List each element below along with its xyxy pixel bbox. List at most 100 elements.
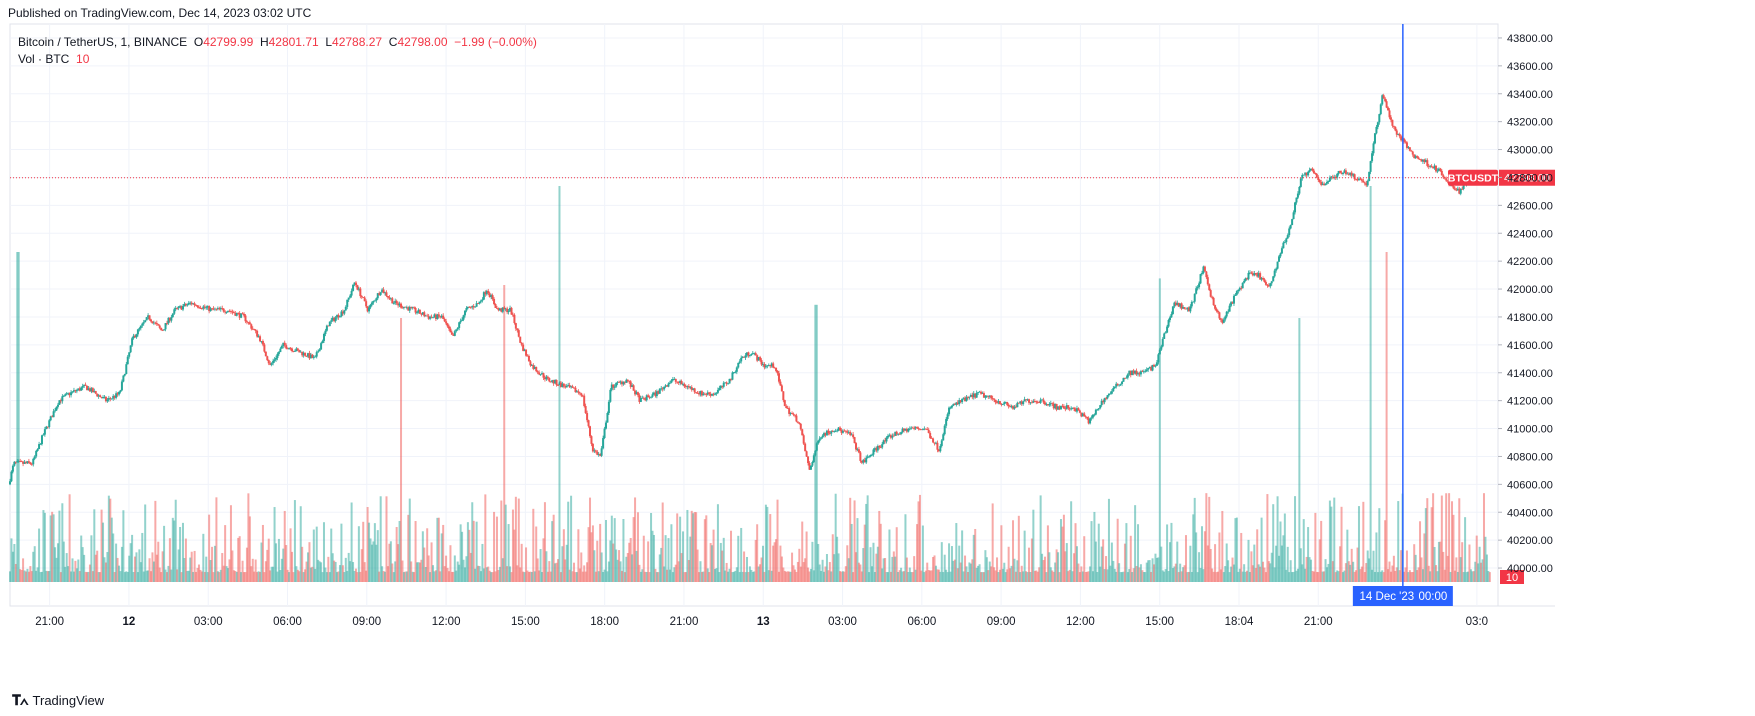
volume-bar [370, 544, 373, 582]
volume-bar [1464, 517, 1467, 582]
candle-body [363, 297, 366, 302]
candle-body [1343, 170, 1346, 173]
candle-body [421, 312, 424, 315]
volume-bar [1270, 552, 1273, 582]
candle-body [932, 438, 935, 443]
volume-bar [1122, 571, 1125, 582]
candle-body [1395, 130, 1398, 135]
candle-body [301, 351, 304, 356]
volume-bar [445, 555, 448, 582]
volume-bar [196, 567, 199, 582]
candle-body [1141, 371, 1144, 372]
volume-bar [535, 526, 538, 582]
candle-body [519, 336, 522, 343]
candle-body [1048, 404, 1051, 406]
volume-bar [318, 561, 321, 582]
candle-body [407, 307, 410, 311]
candle-body [1231, 302, 1234, 304]
candle-body [852, 434, 855, 438]
candle-body [982, 393, 985, 398]
volume-bar [411, 571, 414, 582]
candle-body [639, 397, 642, 402]
volume-bar [1334, 572, 1337, 582]
candle-body [292, 351, 295, 352]
candle-body [1282, 242, 1285, 249]
candle-body [1446, 180, 1449, 182]
candle-body [131, 338, 134, 346]
candle-body [1436, 170, 1439, 172]
candle-body [760, 360, 763, 365]
candle-body [741, 356, 744, 358]
volume-bar [641, 569, 644, 582]
volume-bar [291, 551, 294, 582]
candle-body [144, 320, 147, 323]
volume-bar [895, 527, 898, 582]
volume-bar [120, 546, 123, 582]
volume-bar [434, 570, 437, 582]
volume-bar [805, 531, 808, 582]
candle-body [1260, 278, 1263, 280]
volume-bar [160, 572, 163, 582]
volume-bar [260, 542, 263, 582]
candle-body [253, 328, 256, 330]
volume-bar [1113, 568, 1116, 582]
candle-body [1360, 179, 1363, 181]
candle-body [67, 393, 70, 395]
volume-bar [1225, 543, 1228, 582]
candle-body [770, 363, 773, 367]
candle-body [808, 463, 811, 470]
volume-bar [763, 571, 766, 582]
candle-body [586, 413, 589, 421]
candle-body [283, 342, 286, 346]
candle-body [1013, 406, 1016, 409]
candle-body [386, 296, 389, 298]
candle-body [683, 384, 686, 387]
candle-body [93, 391, 96, 393]
candle-body [1324, 183, 1327, 186]
candle-body [549, 381, 552, 383]
candle-body [843, 430, 846, 432]
candle-body [1026, 399, 1029, 401]
candle-body [1116, 383, 1119, 385]
volume-bar [430, 542, 433, 582]
volume-bar [1154, 553, 1157, 582]
volume-bar [932, 557, 935, 582]
price-tick-label: 40000.00 [1507, 563, 1553, 575]
volume-bar [998, 569, 1001, 582]
candle-body [1435, 165, 1438, 172]
candle-body [272, 360, 275, 364]
volume-bar [174, 499, 177, 582]
volume-bar [497, 570, 500, 582]
volume-bar [36, 567, 39, 582]
volume-bar [1169, 542, 1172, 582]
volume-bar [536, 558, 539, 582]
volume-bar [141, 532, 144, 582]
candle-body [33, 456, 36, 459]
volume-bar [985, 557, 988, 582]
volume-bar [1407, 572, 1410, 582]
volume-bar [1462, 572, 1465, 582]
volume-bar [1336, 570, 1339, 582]
candle-body [673, 378, 676, 380]
volume-bar [45, 570, 48, 582]
volume-bar [1356, 547, 1359, 582]
candle-body [205, 307, 208, 309]
candle-body [530, 365, 533, 366]
candle-body [711, 393, 714, 396]
volume-bar [658, 554, 661, 582]
candle-body [1051, 403, 1054, 405]
candle-body [945, 419, 948, 426]
volume-bar [330, 528, 333, 582]
volume-bar [1228, 572, 1231, 582]
candle-body [1244, 278, 1247, 281]
candle-body [570, 386, 573, 388]
volume-bar [1128, 569, 1131, 582]
candle-body [180, 306, 183, 310]
tradingview-logo[interactable]: 𝐓∧ TradingView [12, 692, 104, 709]
candle-body [320, 343, 323, 350]
candle-body [1356, 179, 1359, 181]
candle-body [52, 411, 55, 418]
volume-bar [933, 555, 936, 582]
candle-body [632, 385, 635, 391]
